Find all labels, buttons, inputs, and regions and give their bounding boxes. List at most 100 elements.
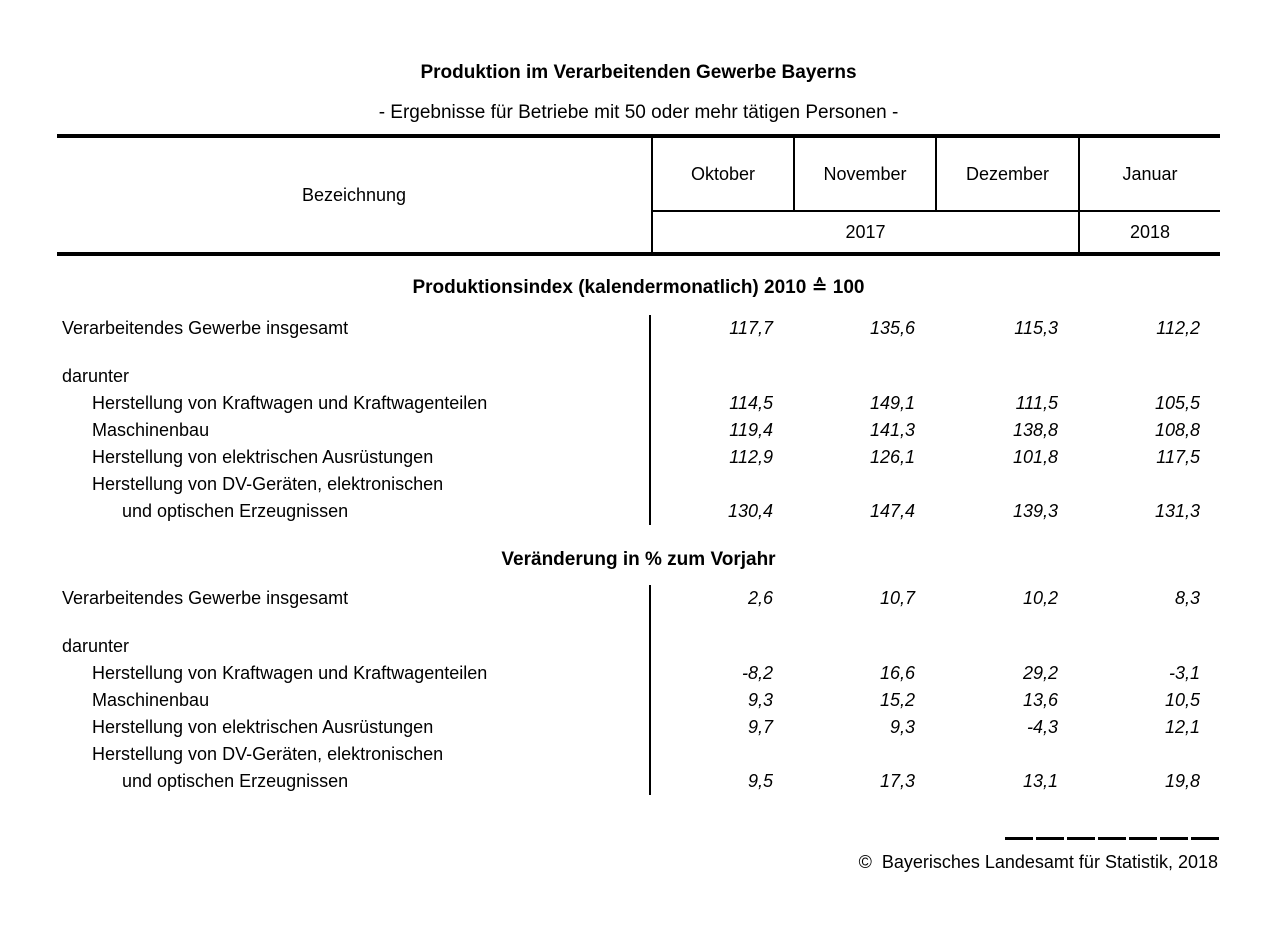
value-cell-oktober — [651, 471, 793, 498]
value-cell-november: 15,2 — [879, 690, 915, 710]
value-cell-oktober: 112,9 — [729, 447, 773, 467]
value-cell-oktober: 114,5 — [729, 393, 773, 413]
value-cell-dezember: 101,8 — [1012, 447, 1058, 467]
value-cell-oktober: 119,4 — [729, 420, 773, 440]
table-row: Herstellung von elektrischen Ausrüstunge… — [57, 714, 1220, 741]
value-cell-november: 10,7 — [879, 588, 915, 608]
value-cell-oktober — [651, 633, 793, 660]
table-row: und optischen Erzeugnissen 130,4 147,4 1… — [57, 498, 1220, 525]
row-label: Verarbeitendes Gewerbe insgesamt — [57, 315, 651, 342]
table-header: Bezeichnung Oktober November Dezember Ja… — [57, 134, 1220, 256]
value-cell-oktober: 2,6 — [747, 588, 773, 608]
value-cell-oktober: 9,7 — [747, 717, 773, 737]
value-cell-november — [793, 363, 935, 390]
value-cell-dezember: 111,5 — [1015, 393, 1058, 413]
value-cell-november — [793, 633, 935, 660]
value-cell-november: 9,3 — [889, 717, 915, 737]
table-row: Herstellung von DV-Geräten, elektronisch… — [57, 471, 1220, 498]
value-cell-dezember: 29,2 — [1022, 663, 1058, 683]
value-cell-januar: 12,1 — [1164, 717, 1200, 737]
table-row: Maschinenbau 9,3 15,2 13,6 10,5 — [57, 687, 1220, 714]
row-label: darunter — [57, 633, 651, 660]
value-cell-januar: 19,8 — [1164, 771, 1200, 791]
column-header-dezember: Dezember — [935, 138, 1078, 212]
value-cell-dezember: 10,2 — [1022, 588, 1058, 608]
row-label — [57, 342, 651, 363]
year-header-2017: 2017 — [651, 212, 1078, 252]
column-header-januar: Januar — [1078, 138, 1220, 212]
value-cell-januar: 105,5 — [1154, 393, 1200, 413]
value-cell-januar — [1078, 471, 1220, 498]
value-cell-november — [793, 741, 935, 768]
value-cell-januar — [1078, 363, 1220, 390]
value-cell-oktober: 9,5 — [747, 771, 773, 791]
section-heading-produktionsindex: Produktionsindex (kalendermonatlich) 201… — [412, 277, 865, 298]
row-label: darunter — [57, 363, 651, 390]
value-cell-november — [793, 471, 935, 498]
value-cell-dezember — [935, 471, 1078, 498]
value-cell-januar: 131,3 — [1154, 501, 1200, 521]
row-label: Herstellung von DV-Geräten, elektronisch… — [57, 741, 651, 768]
value-cell-dezember: 115,3 — [1014, 318, 1058, 338]
value-cell-oktober: -8,2 — [741, 663, 773, 683]
value-cell-januar: 112,2 — [1156, 318, 1200, 338]
value-cell-november: 135,6 — [869, 318, 915, 338]
table-row: Herstellung von Kraftwagen und Kraftwage… — [57, 390, 1220, 417]
column-header-oktober: Oktober — [651, 138, 793, 212]
row-label: Herstellung von elektrischen Ausrüstunge… — [57, 714, 651, 741]
value-cell-november: 141,3 — [869, 420, 915, 440]
value-cell-november: 17,3 — [879, 771, 915, 791]
value-cell-november: 147,4 — [869, 501, 915, 521]
value-cell-dezember — [935, 741, 1078, 768]
page-title: Produktion im Verarbeitenden Gewerbe Bay… — [420, 62, 857, 83]
value-cell-dezember: 139,3 — [1012, 501, 1058, 521]
table-row: Herstellung von elektrischen Ausrüstunge… — [57, 444, 1220, 471]
row-label: Herstellung von Kraftwagen und Kraftwage… — [57, 660, 651, 687]
value-cell-dezember: 13,6 — [1022, 690, 1058, 710]
row-label: und optischen Erzeugnissen — [57, 768, 651, 795]
section-heading-veraenderung: Veränderung in % zum Vorjahr — [501, 549, 776, 570]
value-cell-november: 149,1 — [869, 393, 915, 413]
row-label: Verarbeitendes Gewerbe insgesamt — [57, 585, 651, 612]
value-cell-januar: 108,8 — [1154, 420, 1200, 440]
table-row: Verarbeitendes Gewerbe insgesamt 117,7 1… — [57, 315, 1220, 342]
value-cell-dezember: 138,8 — [1012, 420, 1058, 440]
table-row-spacer — [57, 612, 1220, 633]
table-row: und optischen Erzeugnissen 9,5 17,3 13,1… — [57, 768, 1220, 795]
row-label — [57, 612, 651, 633]
table-row: Verarbeitendes Gewerbe insgesamt 2,6 10,… — [57, 585, 1220, 612]
copyright-notice: © Bayerisches Landesamt für Statistik, 2… — [858, 852, 1218, 872]
value-cell-januar: 8,3 — [1174, 588, 1200, 608]
value-cell-oktober — [651, 741, 793, 768]
year-header-2018: 2018 — [1078, 212, 1220, 252]
column-header-november: November — [793, 138, 935, 212]
value-cell-januar: 117,5 — [1156, 447, 1200, 467]
table-row: darunter — [57, 633, 1220, 660]
row-label: und optischen Erzeugnissen — [57, 498, 651, 525]
value-cell-oktober: 130,4 — [727, 501, 773, 521]
value-cell-januar: -3,1 — [1168, 663, 1200, 683]
row-label: Maschinenbau — [57, 687, 651, 714]
table-row: darunter — [57, 363, 1220, 390]
value-cell-oktober: 117,7 — [729, 318, 773, 338]
row-label: Herstellung von Kraftwagen und Kraftwage… — [57, 390, 651, 417]
section-rows-veraenderung: Verarbeitendes Gewerbe insgesamt 2,6 10,… — [57, 585, 1220, 795]
value-cell-november: 16,6 — [879, 663, 915, 683]
value-cell-oktober: 9,3 — [747, 690, 773, 710]
value-cell-januar — [1078, 633, 1220, 660]
footer-separator-line — [1005, 837, 1219, 840]
value-cell-januar: 10,5 — [1164, 690, 1200, 710]
table-row: Herstellung von DV-Geräten, elektronisch… — [57, 741, 1220, 768]
value-cell-november: 126,1 — [869, 447, 915, 467]
section-rows-produktionsindex: Verarbeitendes Gewerbe insgesamt 117,7 1… — [57, 315, 1220, 525]
row-label: Herstellung von elektrischen Ausrüstunge… — [57, 444, 651, 471]
column-header-bezeichnung: Bezeichnung — [301, 184, 407, 205]
value-cell-dezember — [935, 363, 1078, 390]
table-body: Produktionsindex (kalendermonatlich) 201… — [57, 256, 1220, 795]
table-row: Herstellung von Kraftwagen und Kraftwage… — [57, 660, 1220, 687]
value-cell-dezember — [935, 633, 1078, 660]
value-cell-oktober — [651, 363, 793, 390]
page-subtitle: - Ergebnisse für Betriebe mit 50 oder me… — [378, 102, 899, 123]
value-cell-dezember: 13,1 — [1022, 771, 1058, 791]
